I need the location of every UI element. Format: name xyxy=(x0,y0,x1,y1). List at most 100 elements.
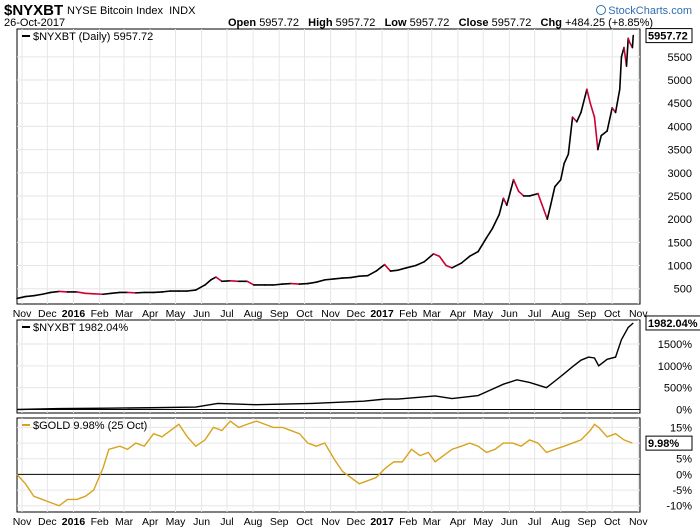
price-segment xyxy=(586,88,592,104)
y-tick-label: 500 xyxy=(674,284,692,296)
y-tick-label: 1500% xyxy=(658,339,692,351)
brand-icon xyxy=(596,5,607,15)
price-segment xyxy=(554,178,562,188)
y-tick-label: 5500 xyxy=(668,52,692,64)
price-segment xyxy=(445,264,453,269)
y-tick-label: 3500 xyxy=(668,145,692,157)
price-segment xyxy=(506,178,515,207)
price-segment xyxy=(567,116,574,156)
x-tick-label: 2017 xyxy=(370,308,394,320)
price-segment xyxy=(546,204,552,220)
price-segment xyxy=(559,162,565,181)
x-tick-label: Nov xyxy=(321,516,340,528)
x-tick-label: Oct xyxy=(296,308,312,320)
x-tick-label: 2016 xyxy=(62,308,86,320)
last-value-box xyxy=(645,435,693,451)
y-tick-label: 15% xyxy=(670,422,692,434)
panel-title: $NYXBT (Daily) 5957.72 xyxy=(33,31,153,43)
price-segment xyxy=(41,291,52,296)
price-segment xyxy=(625,37,629,67)
price-segment xyxy=(215,276,223,283)
brand-logo[interactable]: StockCharts.com xyxy=(596,5,692,17)
y-tick-label: 3000 xyxy=(668,168,692,180)
security-name: NYSE Bitcoin Index INDX xyxy=(67,5,195,17)
price-segment xyxy=(33,293,44,297)
quote-date: 26-Oct-2017 xyxy=(4,17,66,29)
x-tick-label: Jul xyxy=(528,308,541,320)
price-segment xyxy=(580,88,588,114)
exchange-label: INDX xyxy=(169,5,196,17)
y-tick-label: 0% xyxy=(676,469,692,481)
price-segment xyxy=(24,294,35,298)
price-segment xyxy=(414,260,425,267)
price-segment xyxy=(600,130,608,137)
x-tick-label: Feb xyxy=(91,308,109,320)
x-tick-label: Apr xyxy=(142,516,159,528)
panel-frame-1 xyxy=(16,319,641,414)
x-tick-label: Aug xyxy=(244,516,263,528)
x-tick-label: Aug xyxy=(551,308,570,320)
panel-title: $GOLD 9.98% (25 Oct) xyxy=(33,420,147,432)
price-segment xyxy=(110,291,121,295)
price-segment xyxy=(563,153,570,165)
price-segment xyxy=(593,116,599,151)
price-segment xyxy=(541,204,549,220)
price-segment xyxy=(210,276,217,281)
y-tick-label: -5% xyxy=(672,485,692,497)
price-segment xyxy=(549,185,556,207)
x-tick-label: Jul xyxy=(220,308,233,320)
x-tick-label: Dec xyxy=(38,516,57,528)
open-label: Open xyxy=(228,17,257,29)
x-tick-label: May xyxy=(473,308,494,320)
panel-frame-0 xyxy=(16,28,641,305)
price-segment xyxy=(614,88,621,114)
price-segment xyxy=(498,197,505,216)
price-segment xyxy=(512,178,520,193)
x-tick-label: Dec xyxy=(347,516,366,528)
last-value-box xyxy=(645,315,700,331)
price-segment xyxy=(375,263,386,272)
y-tick-label: 0% xyxy=(676,405,692,417)
price-segment xyxy=(438,255,447,267)
brand-text: StockCharts.com xyxy=(608,5,692,17)
x-tick-label: Sep xyxy=(270,516,289,528)
x-tick-label: Sep xyxy=(578,516,597,528)
price-segment xyxy=(161,290,172,293)
price-segment xyxy=(485,227,494,239)
x-tick-label: Feb xyxy=(399,308,417,320)
price-segment xyxy=(333,277,344,280)
series-line-1 xyxy=(16,322,634,411)
x-tick-label: Dec xyxy=(347,308,366,320)
last-value-label: 9.98% xyxy=(648,438,679,450)
x-tick-label: Aug xyxy=(244,308,263,320)
x-tick-label: Mar xyxy=(423,308,442,320)
y-tick-label: -10% xyxy=(666,501,692,513)
low-value: 5957.72 xyxy=(409,17,450,29)
price-segment xyxy=(246,280,255,286)
ticker-symbol: $NYXBT xyxy=(4,2,64,19)
x-tick-label: Jun xyxy=(501,308,518,320)
x-tick-label: May xyxy=(473,516,494,528)
y-tick-label: 5000 xyxy=(668,75,692,87)
x-tick-label: May xyxy=(166,516,187,528)
price-segment xyxy=(350,275,361,279)
series-line-2 xyxy=(16,420,633,507)
open-value: 5957.72 xyxy=(259,17,299,29)
x-tick-label: Apr xyxy=(142,308,159,320)
price-segment xyxy=(323,278,335,281)
y-tick-label: 1000 xyxy=(668,261,692,273)
price-segment xyxy=(307,281,318,285)
x-tick-label: Oct xyxy=(604,516,620,528)
x-tick-label: Dec xyxy=(38,308,57,320)
chg-label: Chg xyxy=(540,17,562,29)
x-tick-label: Nov xyxy=(13,308,32,320)
price-segment xyxy=(76,291,87,295)
y-tick-label: 500% xyxy=(664,383,692,395)
x-tick-label: Apr xyxy=(450,308,467,320)
high-label: High xyxy=(308,17,333,29)
y-tick-label: 5% xyxy=(676,454,692,466)
x-tick-label: Jun xyxy=(193,516,210,528)
panel-frame-2 xyxy=(16,417,641,513)
price-segment xyxy=(315,279,326,284)
